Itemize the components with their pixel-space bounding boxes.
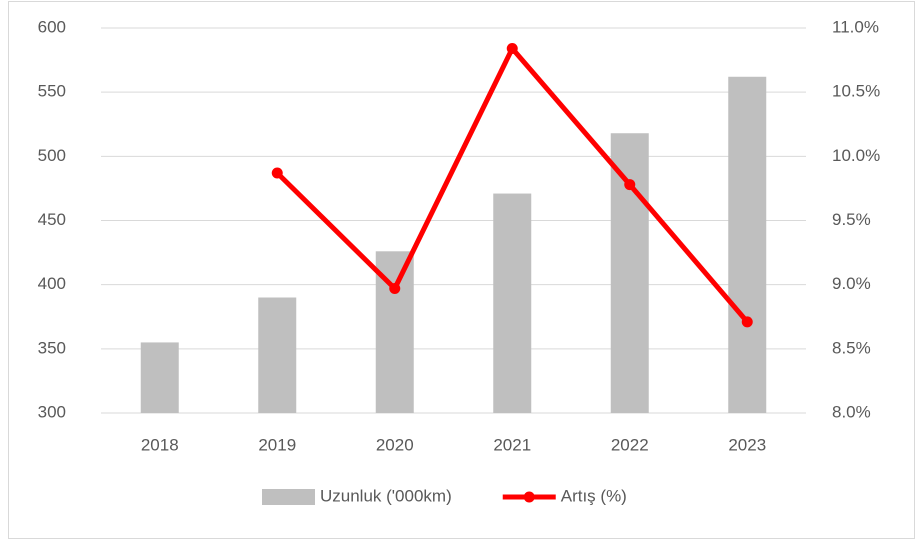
y-tick-label: 300 — [38, 402, 66, 421]
x-tick-label: 2023 — [728, 435, 766, 454]
x-tick-label: 2022 — [611, 435, 649, 454]
y2-tick-label: 8.0% — [832, 402, 871, 421]
line-marker — [624, 179, 636, 191]
x-tick-label: 2019 — [258, 435, 296, 454]
x-tick-label: 2021 — [493, 435, 531, 454]
y2-tick-label: 11.0% — [832, 17, 879, 36]
y-tick-label: 350 — [38, 338, 66, 357]
y2-tick-label: 8.5% — [832, 338, 871, 357]
line-marker — [389, 283, 401, 295]
bar — [493, 193, 532, 413]
line-marker — [506, 43, 518, 55]
bar — [140, 342, 179, 413]
y-tick-label: 400 — [38, 274, 66, 293]
x-tick-label: 2018 — [141, 435, 179, 454]
bar — [610, 133, 649, 413]
y2-tick-label: 10.5% — [832, 82, 880, 101]
y2-tick-label: 9.5% — [832, 210, 871, 229]
y2-tick-label: 10.0% — [832, 146, 880, 165]
y-tick-label: 450 — [38, 210, 66, 229]
chart-border — [8, 1, 915, 539]
bar — [258, 297, 297, 413]
legend-swatch — [262, 489, 315, 505]
y-tick-label: 500 — [38, 146, 66, 165]
bar — [728, 76, 767, 414]
legend-swatch-marker — [523, 491, 535, 503]
line-marker — [741, 316, 753, 328]
legend-label: Uzunluk ('000km) — [320, 486, 452, 505]
x-tick-label: 2020 — [376, 435, 414, 454]
legend-label: Artış (%) — [561, 486, 627, 505]
y-tick-label: 600 — [38, 17, 66, 36]
y-tick-label: 550 — [38, 82, 66, 101]
y2-tick-label: 9.0% — [832, 274, 871, 293]
line-marker — [271, 167, 283, 179]
